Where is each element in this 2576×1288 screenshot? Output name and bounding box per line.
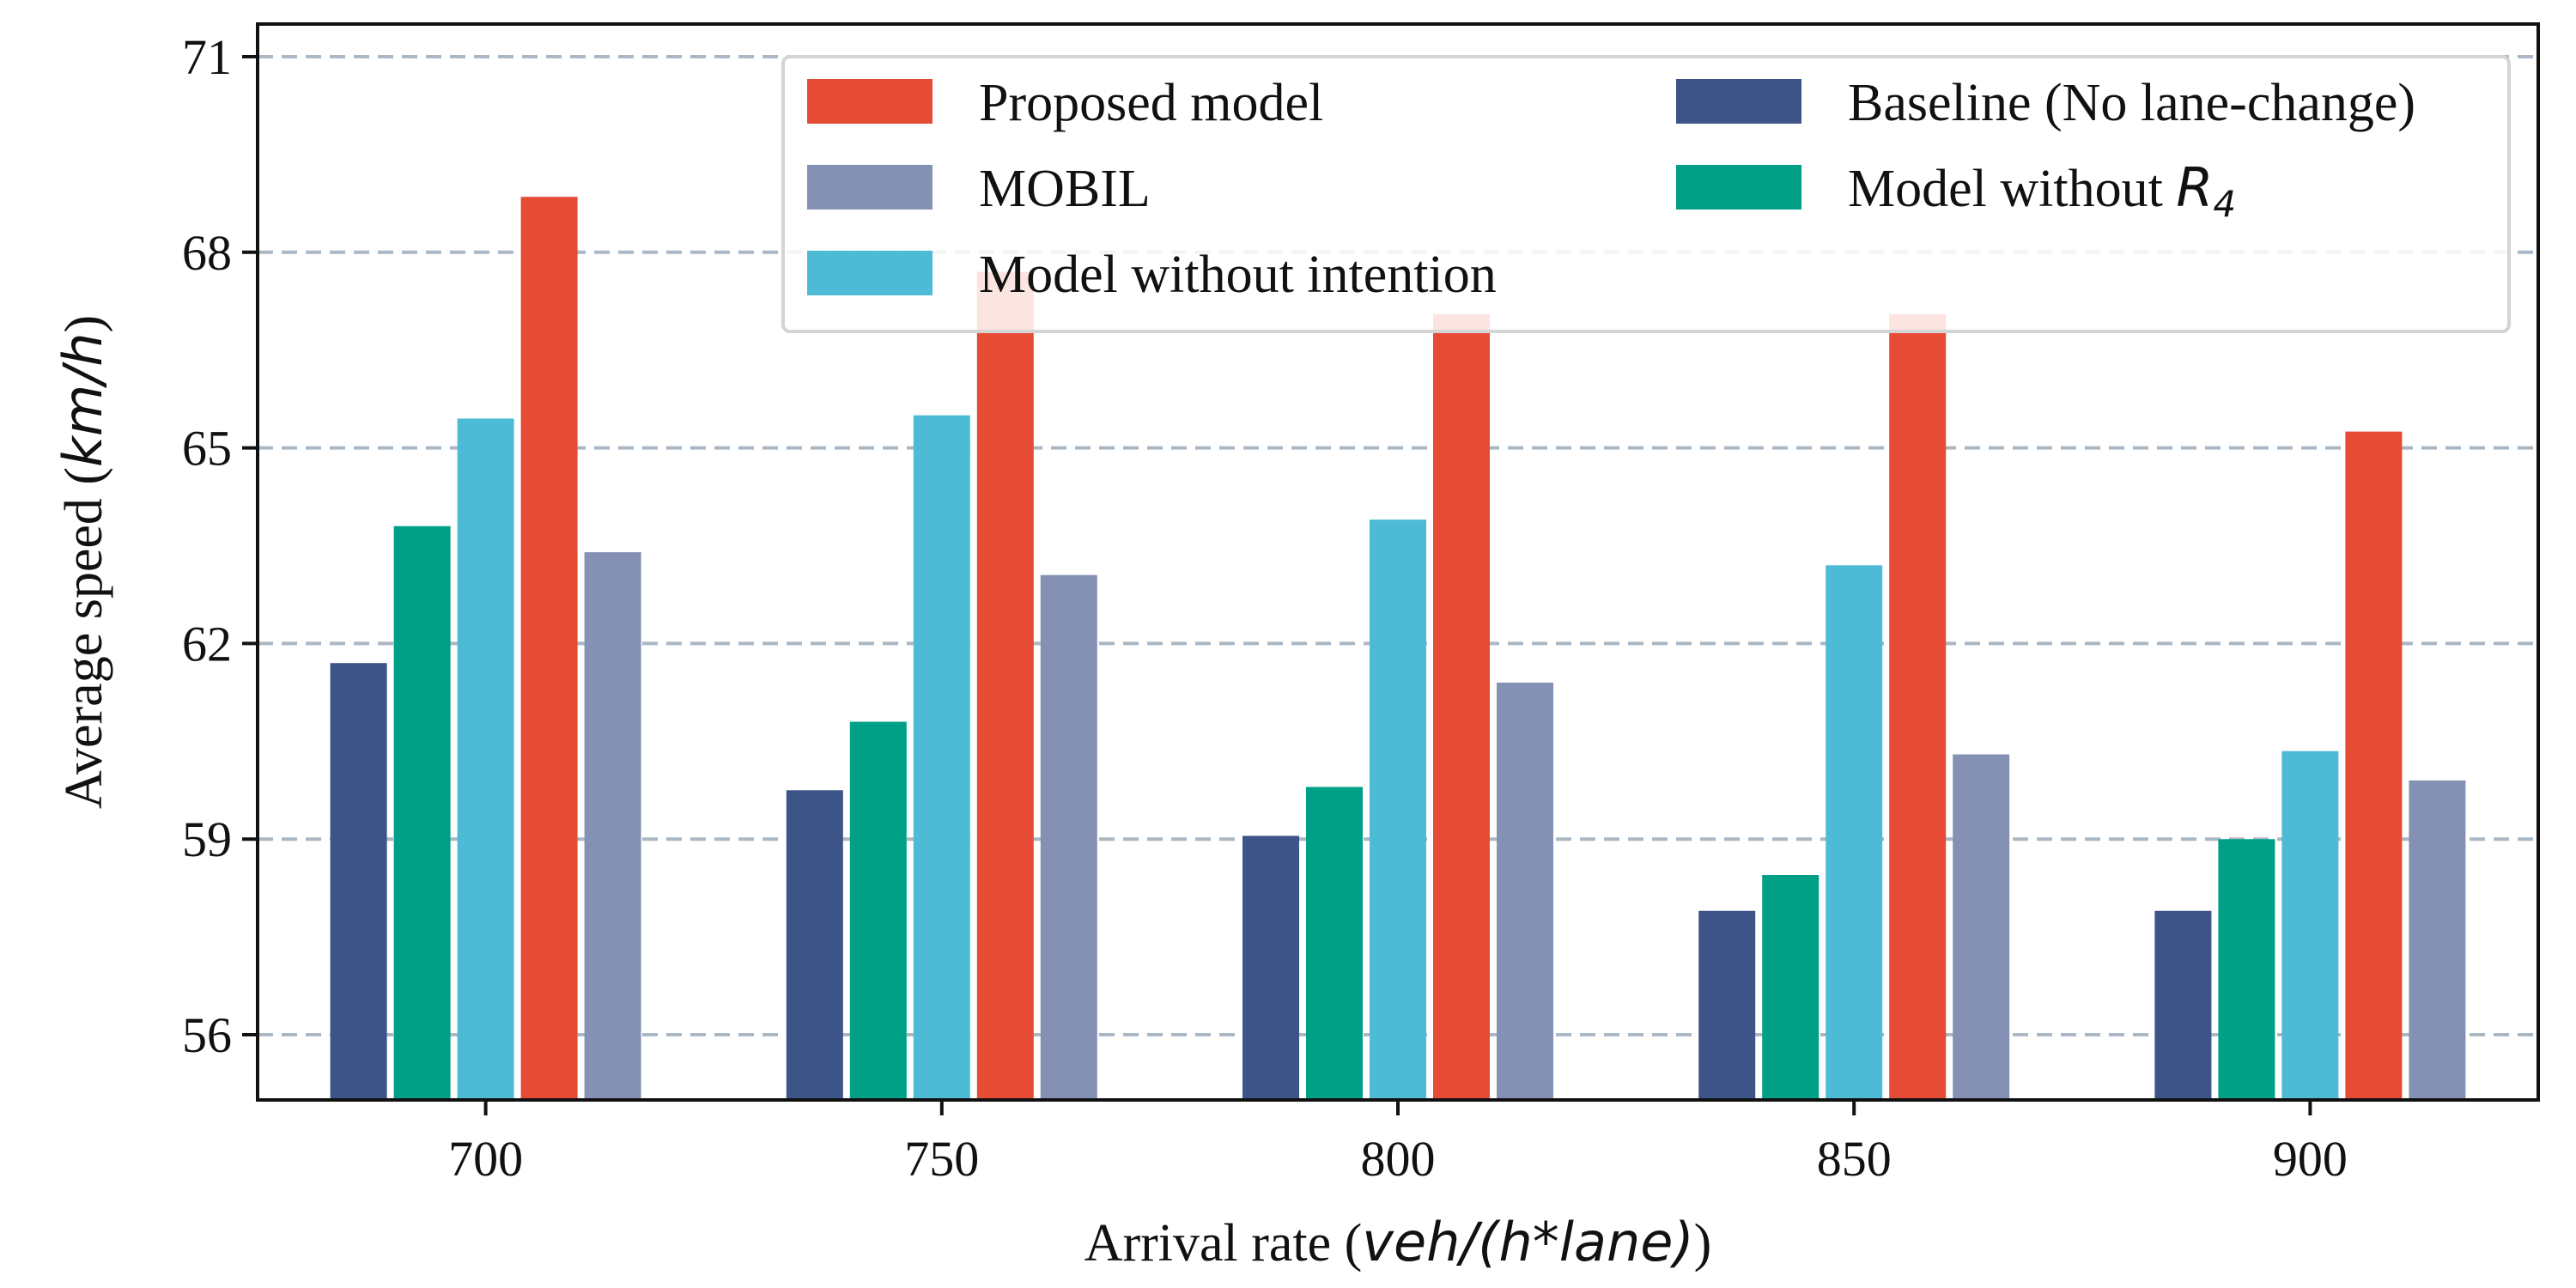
legend-label: MOBIL	[979, 160, 1151, 218]
y-tick-label: 62	[182, 616, 232, 671]
bar	[1370, 519, 1426, 1100]
bar	[1762, 875, 1820, 1100]
y-axis-label-close: )	[55, 315, 113, 333]
bar	[2154, 910, 2212, 1100]
bar	[1889, 313, 1947, 1100]
legend-label: Proposed model	[979, 74, 1323, 132]
bar	[2281, 750, 2339, 1100]
bar	[849, 721, 907, 1100]
y-axis-label-text: Average speed (	[55, 467, 113, 809]
y-axis-label: Average speed (km/h)	[52, 315, 114, 809]
x-axis-ticks: 700 750 800 850 900	[448, 1100, 2348, 1187]
y-tick-label: 68	[182, 225, 232, 281]
x-axis-label-close: )	[1694, 1214, 1712, 1273]
y-tick-label: 71	[182, 29, 232, 85]
bar	[1826, 565, 1883, 1100]
bar	[393, 526, 451, 1100]
bars	[330, 197, 2466, 1101]
bar	[520, 197, 578, 1101]
bar	[330, 663, 387, 1100]
bar	[1306, 787, 1363, 1100]
bar	[2218, 839, 2275, 1100]
bar	[913, 415, 970, 1100]
x-axis-label: Arrival rate (veh/(h*lane))	[1084, 1211, 1712, 1273]
legend-swatch	[1676, 165, 1801, 210]
legend-frame	[781, 55, 2511, 333]
bar	[2345, 431, 2403, 1100]
legend-label-text: Model without	[1848, 160, 2176, 218]
x-tick-label: 900	[2273, 1131, 2348, 1187]
legend-swatch	[1676, 79, 1801, 124]
bar	[1433, 313, 1490, 1100]
x-axis-label-unit: veh/(h*lane)	[1362, 1211, 1693, 1273]
legend-label: Baseline (No lane-change)	[1848, 74, 2415, 132]
legend-swatch	[807, 165, 933, 210]
y-tick-label: 65	[182, 421, 232, 477]
x-tick-label: 750	[904, 1131, 979, 1187]
legend-swatch	[807, 79, 933, 124]
bar	[457, 418, 514, 1100]
y-tick-label: 56	[182, 1007, 232, 1063]
legend-label-subscript: 4	[2213, 183, 2236, 225]
legend-label: Model without R4	[1848, 156, 2236, 225]
bar	[1040, 574, 1097, 1100]
x-tick-label: 850	[1817, 1131, 1892, 1187]
bar	[584, 552, 641, 1100]
bar	[1953, 754, 2010, 1100]
legend: Proposed model MOBIL Model without intenti…	[781, 55, 2511, 333]
y-tick-label: 59	[182, 811, 232, 867]
legend-label: Model without intention	[979, 246, 1497, 304]
legend-swatch	[807, 251, 933, 295]
bar	[1698, 910, 1756, 1100]
x-axis-label-text: Arrival rate (	[1084, 1214, 1363, 1273]
bar	[786, 790, 843, 1100]
legend-label-math: R	[2176, 156, 2213, 219]
bar	[976, 271, 1034, 1100]
x-tick-label: 800	[1361, 1131, 1436, 1187]
x-tick-label: 700	[448, 1131, 523, 1187]
y-axis-ticks: 56 59 62 65 68 71	[182, 29, 258, 1063]
bar	[1242, 835, 1299, 1100]
bar	[1497, 682, 1553, 1100]
y-axis-label-unit: km/h	[52, 332, 114, 466]
bar	[2409, 780, 2466, 1100]
